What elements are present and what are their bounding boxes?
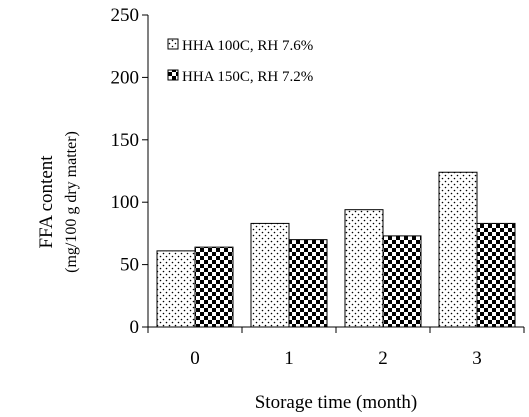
bar-series-1-cat-1 [250,222,290,328]
bar-series-2-cat-2 [382,235,422,328]
y-tick-label: 50 [120,255,139,276]
y-tick-label: 250 [111,5,140,26]
bar-series-2-cat-1 [288,239,328,328]
bar-series-1-cat-2 [344,209,384,328]
legend-label-series-2: HHA 150C, RH 7.2% [182,69,313,85]
y-axis-title: FFA content [36,155,57,249]
x-tick-label: 3 [472,348,482,369]
y-tick-label: 100 [111,192,140,213]
legend-swatch-series-2 [167,69,179,81]
bar-series-1-cat-0 [156,250,196,328]
x-tick-label: 2 [378,348,388,369]
legend: HHA 100C, RH 7.6% HHA 150C, RH 7.2% [167,38,313,85]
x-axis-title: Storage time (month) [255,392,418,413]
y-tick-label: 0 [130,317,140,338]
y-tick-label: 200 [111,67,140,88]
x-tick-label: 0 [190,348,200,369]
y-axis-subtitle: (mg/100 g dry matter) [63,131,80,273]
bar-series-1-cat-3 [438,171,478,328]
bar-series-2-cat-3 [476,222,516,328]
legend-label-series-1: HHA 100C, RH 7.6% [182,38,313,54]
legend-swatch-series-1 [167,38,179,50]
bar-series-2-cat-0 [194,246,234,328]
y-tick-label: 150 [111,130,140,151]
x-tick-label: 1 [284,348,294,369]
